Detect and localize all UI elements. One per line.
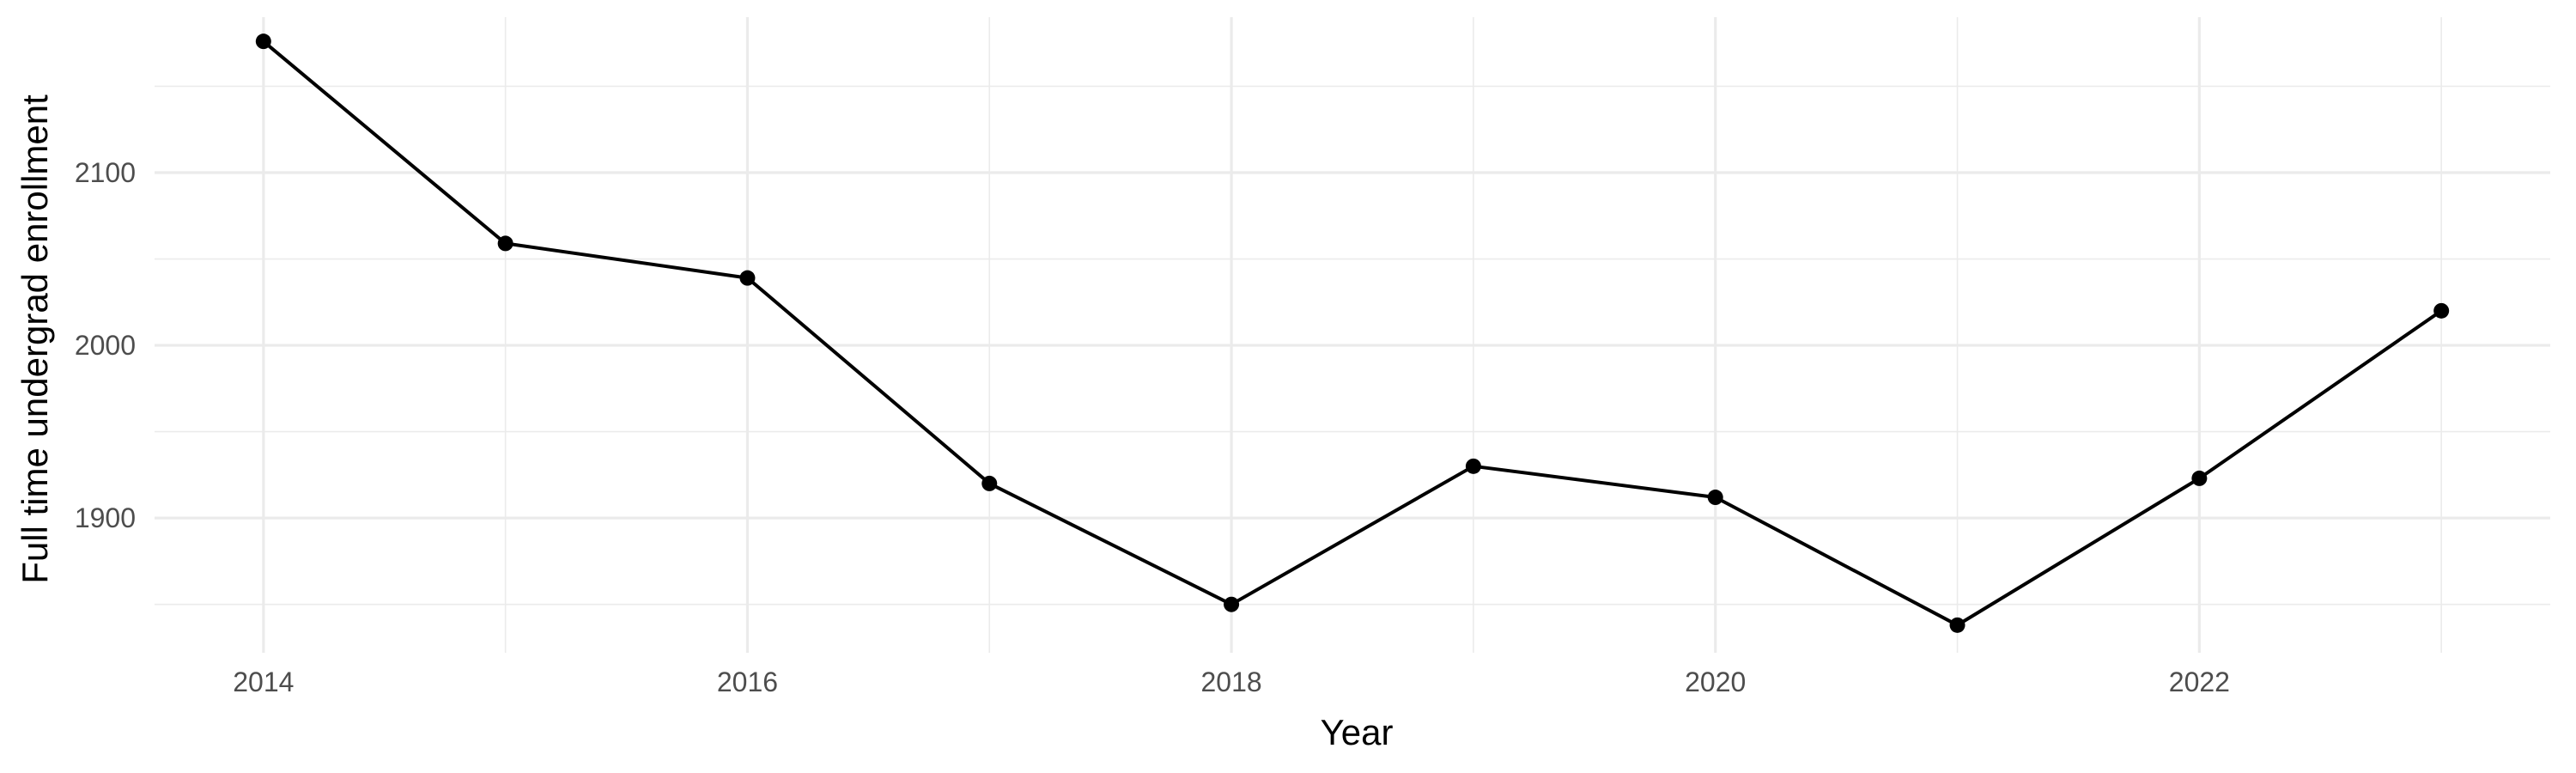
data-point — [1224, 596, 1240, 612]
data-point — [739, 270, 756, 286]
y-axis-ticks: 1900 2000 2100 — [75, 157, 136, 533]
grid — [155, 17, 2550, 653]
x-tick-label: 2022 — [2169, 666, 2230, 697]
x-tick-label: 2016 — [717, 666, 778, 697]
data-point — [2191, 470, 2208, 486]
x-axis-ticks: 2014 2016 2018 2020 2022 — [233, 666, 2230, 697]
series-line — [262, 40, 2443, 627]
y-axis-title: Full time undergrad enrollment — [15, 94, 55, 584]
x-tick-label: 2020 — [1685, 666, 1746, 697]
x-axis-title: Year — [1321, 712, 1394, 752]
points-layer — [255, 33, 2450, 633]
data-point — [1465, 458, 1481, 474]
series-layer — [262, 40, 2443, 627]
data-point — [497, 235, 513, 252]
data-point — [2433, 302, 2450, 319]
data-point — [255, 33, 271, 50]
data-point — [981, 475, 998, 491]
y-tick-label: 2000 — [75, 330, 136, 361]
x-tick-label: 2014 — [233, 666, 294, 697]
data-point — [1707, 490, 1723, 506]
y-tick-label: 1900 — [75, 502, 136, 533]
y-tick-label: 2100 — [75, 157, 136, 188]
x-tick-label: 2018 — [1200, 666, 1261, 697]
data-point — [1949, 617, 1965, 633]
